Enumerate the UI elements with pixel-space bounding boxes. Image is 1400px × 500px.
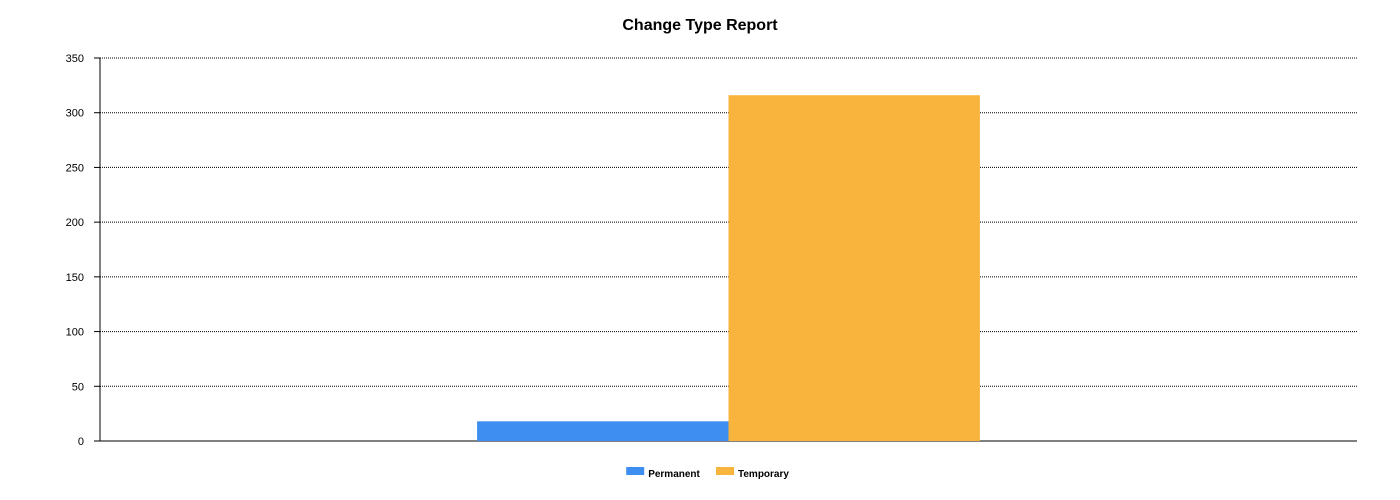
- y-tick-label: 300: [66, 108, 84, 120]
- legend-label-temporary: Temporary: [738, 469, 789, 480]
- y-tick-label: 0: [78, 436, 84, 448]
- chart-title: Change Type Report: [622, 17, 778, 34]
- legend-swatch-temporary: [716, 467, 734, 475]
- legend: Permanent Temporary: [626, 467, 789, 480]
- bar-permanent: [477, 421, 729, 441]
- y-tick-label: 100: [66, 327, 84, 339]
- y-tick-label: 200: [66, 217, 84, 229]
- legend-label-permanent: Permanent: [648, 469, 700, 480]
- bar-temporary: [728, 95, 980, 441]
- bars: [477, 95, 980, 441]
- y-tick-label: 250: [66, 162, 84, 174]
- y-axis: 0 50 100 150 200 250 300 350: [66, 53, 1357, 448]
- y-tick-label: 350: [66, 53, 84, 65]
- y-tick-label: 150: [66, 272, 84, 284]
- legend-swatch-permanent: [626, 467, 645, 475]
- y-tick-label: 50: [72, 381, 84, 393]
